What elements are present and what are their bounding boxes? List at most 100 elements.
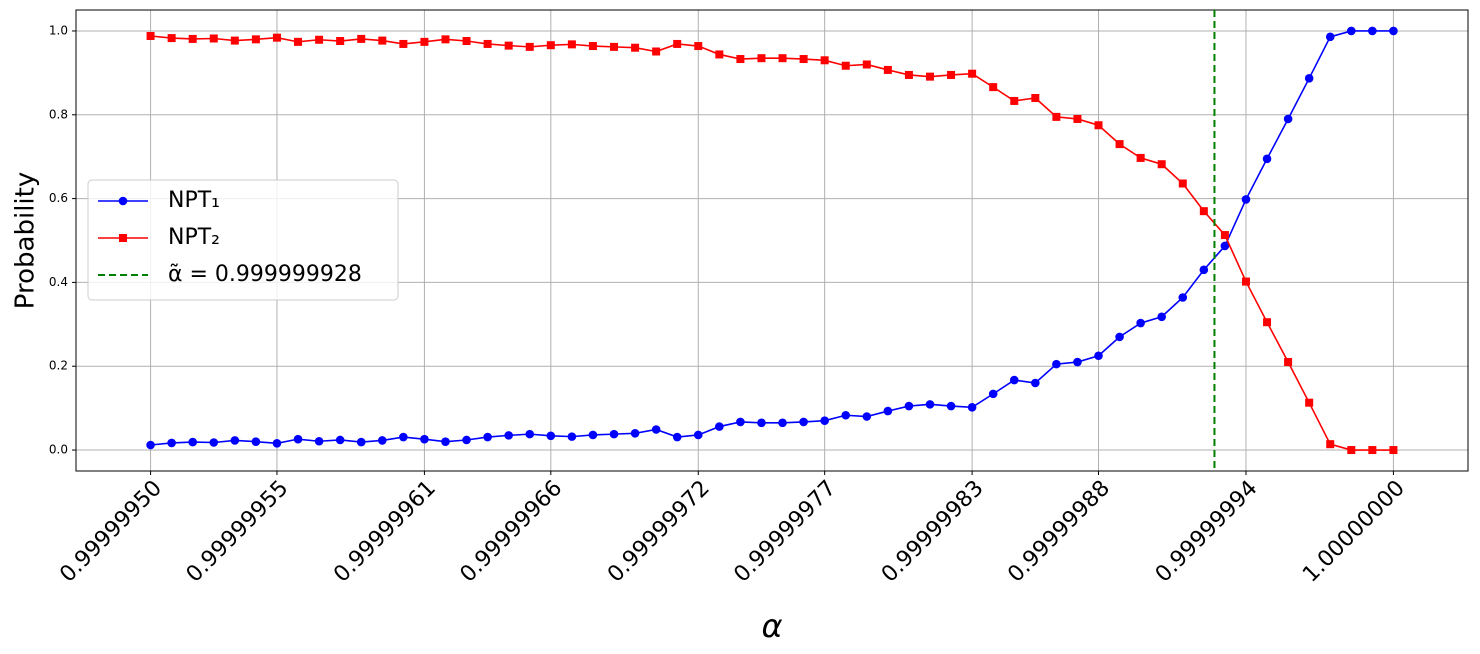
marker (1241, 277, 1250, 286)
marker (462, 435, 471, 445)
marker (947, 70, 956, 79)
x-tick-label: 0.99999977 (729, 476, 841, 588)
marker (967, 402, 977, 412)
marker (399, 432, 408, 442)
marker (1284, 358, 1293, 367)
marker (420, 37, 429, 46)
marker (251, 437, 261, 446)
marker (1031, 378, 1040, 388)
marker (715, 422, 724, 431)
marker (356, 437, 366, 447)
marker (377, 436, 387, 445)
marker (1241, 195, 1251, 204)
marker (1368, 446, 1377, 455)
marker (757, 418, 766, 428)
marker (799, 55, 808, 64)
marker (504, 431, 513, 440)
marker (1305, 398, 1314, 407)
marker (904, 401, 914, 411)
marker (651, 425, 661, 434)
marker (167, 438, 176, 448)
x-tick-label: 0.99999950 (55, 476, 167, 588)
marker (883, 406, 893, 416)
marker (862, 412, 872, 421)
marker (399, 39, 408, 48)
marker (1304, 74, 1314, 83)
marker (1010, 96, 1019, 105)
marker (546, 41, 555, 50)
marker (188, 437, 198, 447)
marker (1009, 375, 1019, 385)
marker (336, 37, 345, 46)
legend-label: α̃ = 0.999999928 (168, 262, 362, 287)
x-tick-label: 0.99999994 (1151, 476, 1263, 588)
y-tick-label: 0.8 (49, 107, 68, 121)
marker (904, 70, 913, 79)
marker (188, 34, 197, 43)
x-tick-label: 0.99999961 (329, 476, 441, 588)
marker (1283, 114, 1293, 124)
marker (630, 428, 640, 438)
y-tick-label: 0.4 (49, 275, 68, 289)
marker (693, 430, 703, 440)
marker (119, 234, 127, 242)
marker (673, 39, 682, 48)
marker (167, 34, 176, 43)
marker (1136, 153, 1145, 162)
marker (251, 35, 260, 44)
marker (1178, 293, 1188, 302)
marker (315, 35, 324, 44)
marker (925, 400, 935, 409)
marker (757, 54, 766, 63)
marker (1220, 231, 1229, 240)
x-tick-label: 0.99999955 (182, 476, 294, 588)
legend-box (87, 179, 399, 301)
x-tick-label: 0.99999972 (603, 476, 715, 588)
marker (420, 434, 429, 444)
marker (1368, 26, 1377, 36)
marker (1263, 318, 1272, 327)
marker (988, 389, 998, 399)
marker (1389, 446, 1398, 455)
marker (209, 34, 218, 43)
marker (968, 69, 977, 78)
marker (441, 437, 450, 446)
marker (357, 34, 366, 43)
legend-label: NPT₂ (168, 225, 220, 250)
marker (1157, 312, 1167, 322)
marker (883, 65, 892, 74)
marker (504, 41, 513, 50)
marker (989, 83, 998, 92)
marker (1220, 241, 1230, 251)
marker (146, 31, 155, 40)
series (146, 26, 1398, 450)
marker (441, 35, 450, 44)
marker (294, 37, 303, 46)
marker (820, 416, 829, 426)
marker (118, 196, 128, 206)
marker (1325, 32, 1335, 42)
marker (841, 61, 850, 70)
marker (525, 42, 534, 51)
marker (1157, 160, 1166, 169)
marker (1052, 359, 1061, 369)
marker (1115, 140, 1124, 149)
marker (378, 36, 387, 45)
x-tick-label: 0.99999966 (456, 476, 568, 588)
marker (272, 439, 282, 448)
marker (1262, 154, 1272, 164)
x-tick-label: 0.99999983 (877, 476, 989, 588)
marker (1199, 207, 1208, 216)
marker (567, 432, 577, 441)
marker (631, 43, 640, 52)
marker (146, 440, 155, 450)
marker (1115, 332, 1124, 342)
y-tick-label: 0.2 (49, 359, 68, 373)
marker (293, 434, 303, 444)
legend-label: NPT₁ (168, 188, 220, 213)
marker (778, 418, 787, 428)
plot-frame (75, 9, 1469, 472)
marker (1094, 121, 1103, 130)
marker (546, 431, 556, 441)
